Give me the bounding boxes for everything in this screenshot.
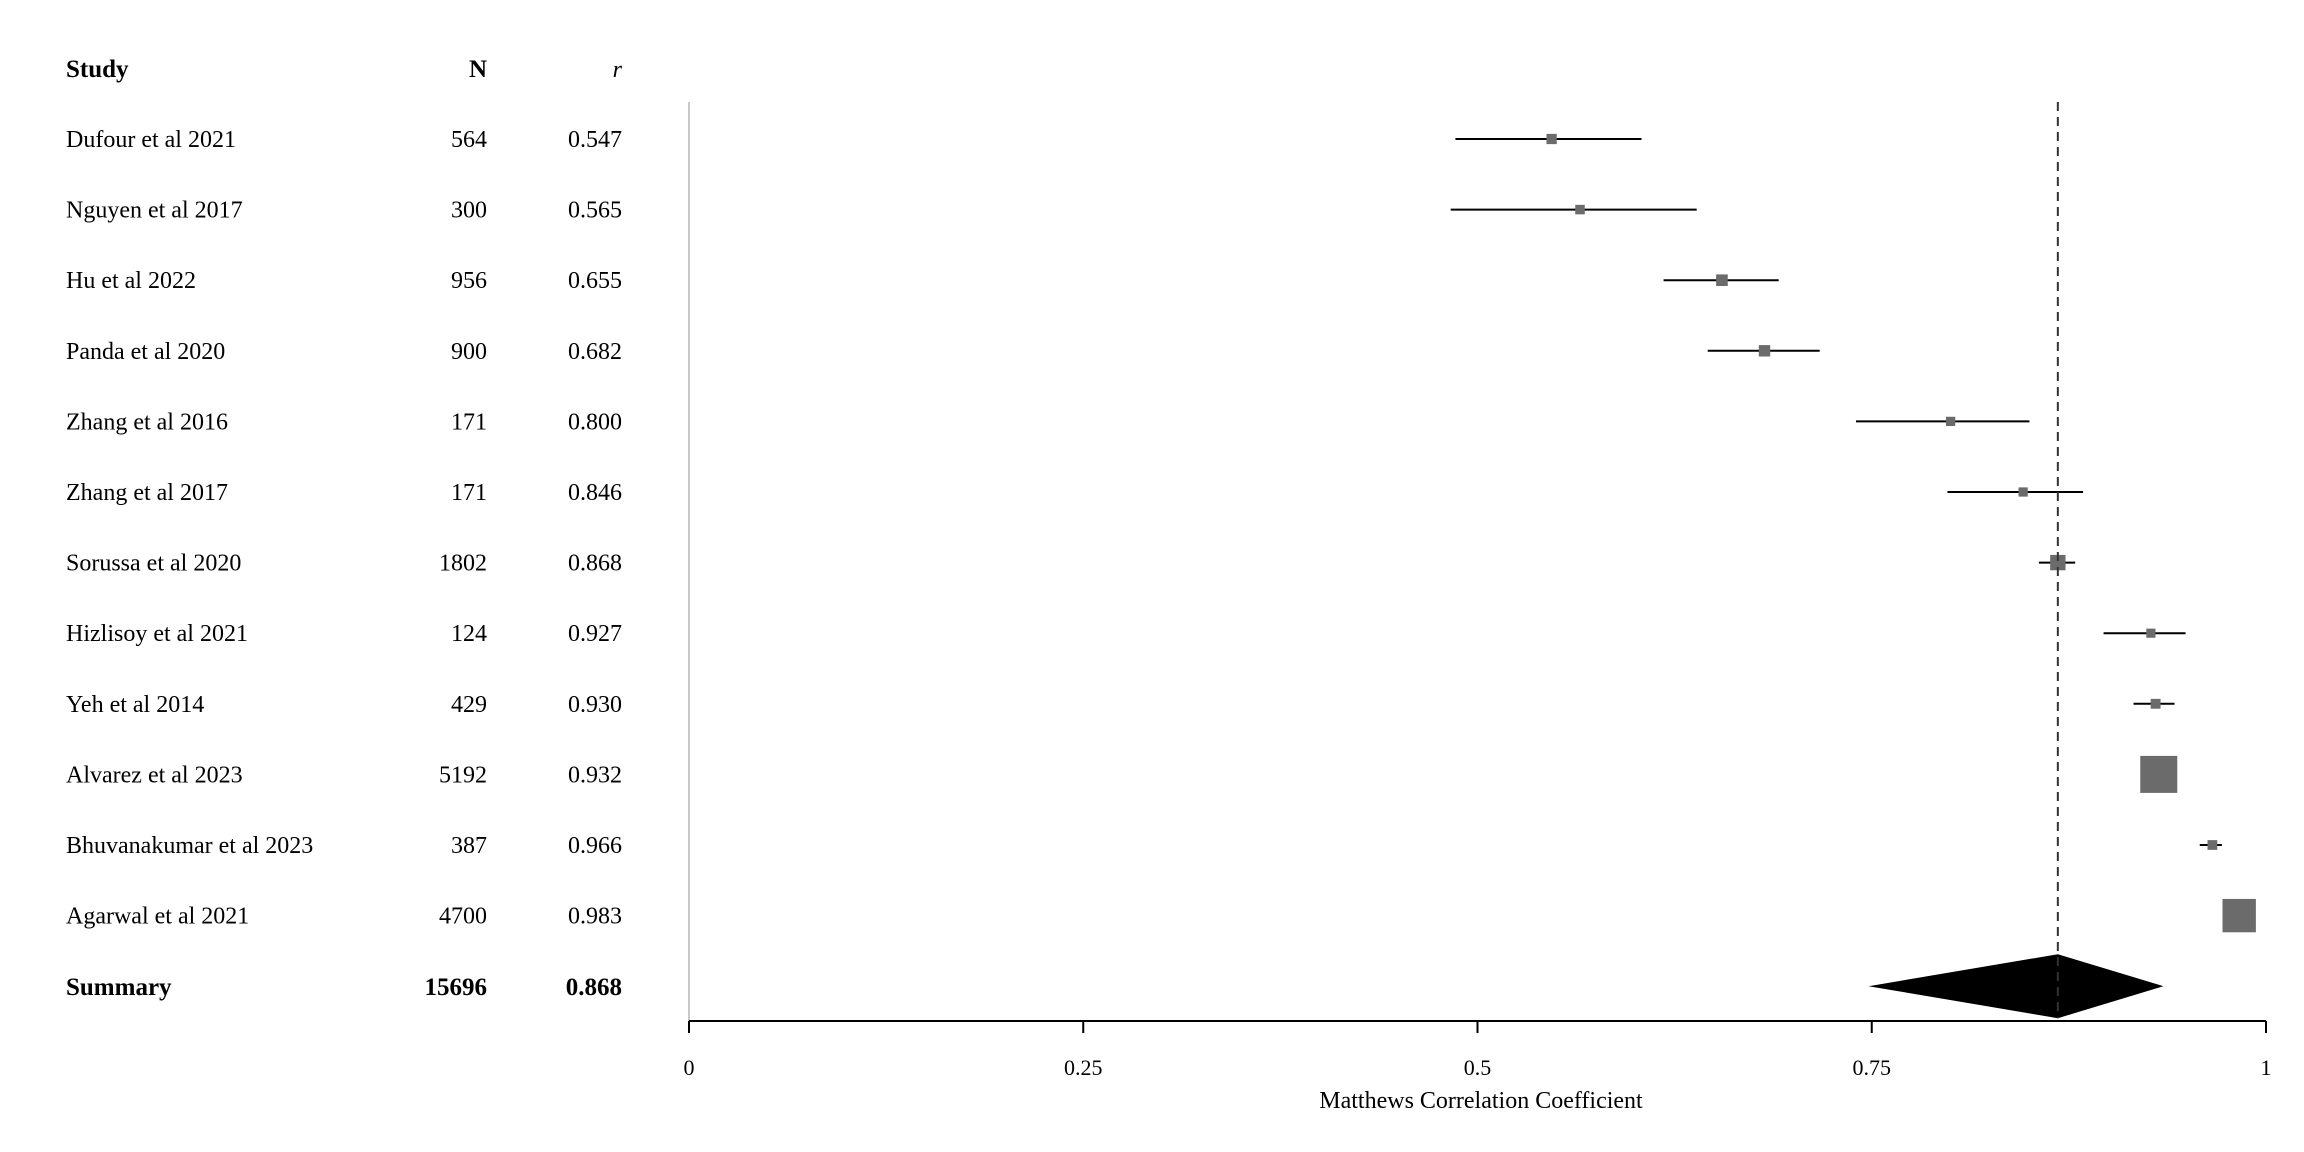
study-n: 564 — [451, 127, 487, 153]
study-marker — [2150, 698, 2161, 709]
x-axis: 0 0.25 0.5 0.75 1 — [684, 1020, 2272, 1080]
study-n: 124 — [451, 621, 487, 647]
x-tick-label: 1 — [2261, 1055, 2272, 1080]
study-marker — [2222, 898, 2256, 933]
r-column-header: r — [613, 57, 623, 83]
study-name: Nguyen et al 2017 — [66, 198, 243, 224]
x-axis-title: Matthews Correlation Coefficient — [1319, 1088, 1643, 1114]
study-name: Dufour et al 2021 — [66, 127, 236, 153]
study-marker — [1758, 345, 1771, 357]
study-n: 5192 — [439, 762, 487, 788]
study-name: Bhuvanakumar et al 2023 — [66, 833, 313, 859]
study-r: 0.846 — [568, 480, 622, 506]
study-n: 171 — [451, 480, 487, 506]
study-r: 0.655 — [568, 268, 622, 294]
study-r: 0.868 — [568, 551, 622, 577]
study-r: 0.927 — [568, 621, 622, 647]
study-n: 900 — [451, 339, 487, 365]
study-r: 0.565 — [568, 198, 622, 224]
study-marker — [1575, 204, 1585, 215]
study-marker — [1546, 133, 1557, 145]
study-r: 0.983 — [568, 904, 622, 930]
study-marker — [2146, 628, 2156, 638]
study-name: Zhang et al 2017 — [66, 480, 228, 506]
study-n: 171 — [451, 409, 487, 435]
study-marker — [2018, 487, 2028, 497]
study-name: Panda et al 2020 — [66, 339, 225, 365]
study-marker — [1716, 274, 1728, 287]
study-marker — [2050, 554, 2066, 571]
study-n: 387 — [451, 833, 487, 859]
summary-label: Summary — [66, 974, 172, 1001]
study-n: 429 — [451, 692, 487, 718]
table-header: Study N r — [66, 56, 623, 83]
study-n: 300 — [451, 198, 487, 224]
study-column-header: Study — [66, 56, 129, 83]
study-r: 0.932 — [568, 762, 622, 788]
study-r: 0.547 — [568, 127, 622, 153]
study-name: Alvarez et al 2023 — [66, 762, 243, 788]
plot-area — [688, 102, 2256, 1021]
study-n: 1802 — [439, 551, 487, 577]
study-marker — [1945, 416, 1956, 427]
study-name: Hizlisoy et al 2021 — [66, 621, 248, 647]
study-n: 4700 — [439, 904, 487, 930]
summary-r: 0.868 — [566, 974, 622, 1001]
summary-n: 15696 — [425, 974, 488, 1001]
study-name: Sorussa et al 2020 — [66, 551, 241, 577]
study-marker — [2207, 840, 2218, 850]
study-name: Agarwal et al 2021 — [66, 904, 249, 930]
study-marker — [2140, 755, 2178, 793]
study-name: Yeh et al 2014 — [66, 692, 204, 718]
study-name: Hu et al 2022 — [66, 268, 196, 294]
summary-diamond — [1868, 954, 2164, 1019]
study-rows: Dufour et al 2021 564 0.547 Nguyen et al 20… — [66, 127, 622, 1001]
study-name: Zhang et al 2016 — [66, 409, 228, 435]
study-r: 0.930 — [568, 692, 622, 718]
study-r: 0.966 — [568, 833, 622, 859]
n-column-header: N — [469, 56, 487, 83]
x-tick-label: 0 — [684, 1055, 695, 1080]
study-r: 0.800 — [568, 409, 622, 435]
study-r: 0.682 — [568, 339, 622, 365]
x-tick-label: 0.25 — [1064, 1055, 1103, 1080]
x-tick-label: 0.75 — [1853, 1055, 1892, 1080]
x-tick-label: 0.5 — [1464, 1055, 1492, 1080]
study-n: 956 — [451, 268, 487, 294]
